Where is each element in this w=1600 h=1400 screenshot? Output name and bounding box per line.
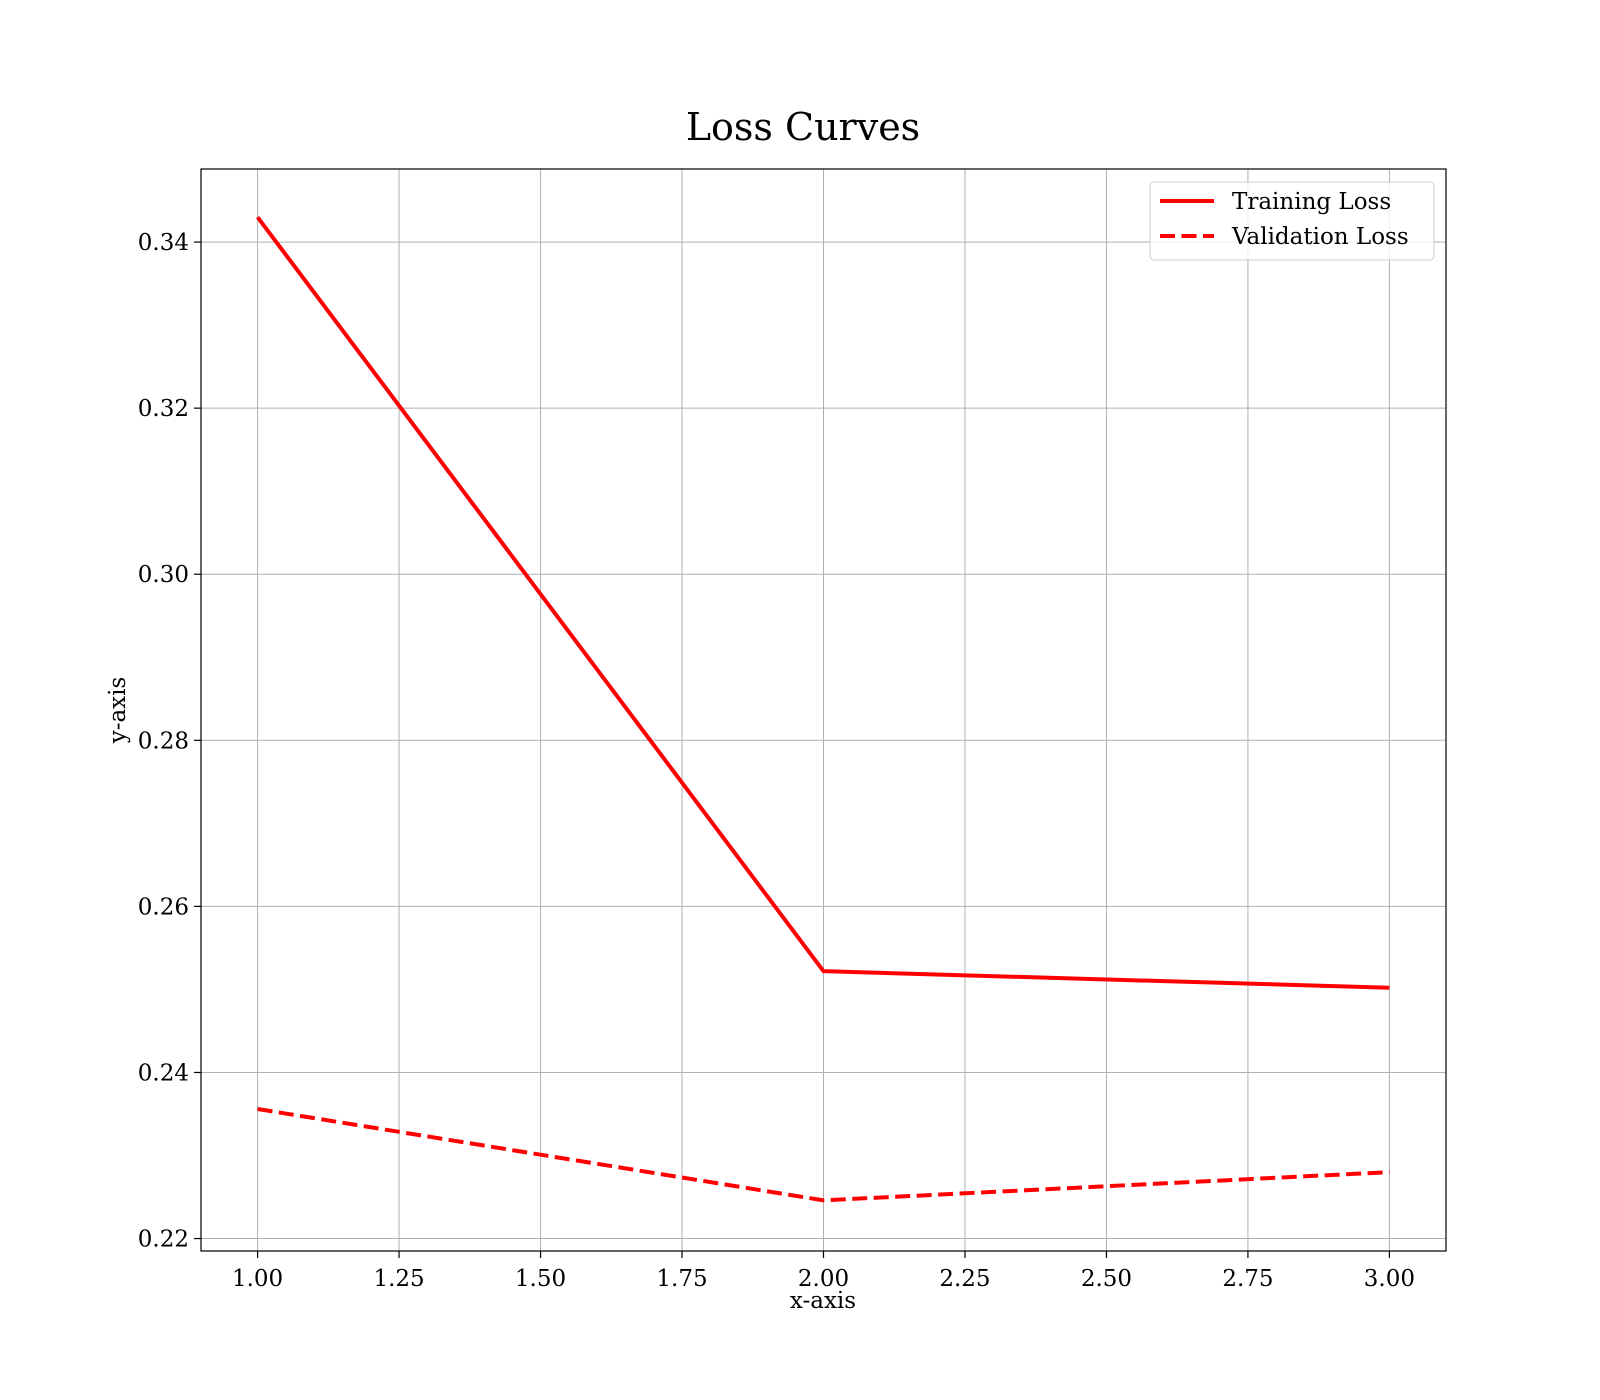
- y-tick-label: 0.24: [138, 1060, 189, 1086]
- x-axis-label: x-axis: [790, 1288, 856, 1314]
- x-tick-label: 2.75: [1222, 1266, 1273, 1292]
- x-tick-label: 1.00: [232, 1266, 283, 1292]
- y-tick-label: 0.34: [138, 230, 189, 256]
- grid-lines: [201, 169, 1446, 1251]
- x-tick-label: 2.00: [798, 1266, 849, 1292]
- x-tick-label: 2.25: [939, 1266, 990, 1292]
- legend-label: Validation Loss: [1231, 224, 1409, 250]
- y-axis-ticks: 0.22 0.24 0.26 0.28 0.30 0.32 0.34: [138, 230, 201, 1253]
- x-tick-label: 3.00: [1364, 1266, 1415, 1292]
- y-axis-label: y-axis: [105, 677, 131, 745]
- legend-label: Training Loss: [1232, 189, 1391, 215]
- x-axis-ticks: 1.00 1.25 1.50 1.75 2.00 2.25 2.50 2.75 3.00: [232, 1251, 1415, 1292]
- x-tick-label: 1.50: [515, 1266, 566, 1292]
- x-tick-label: 1.75: [656, 1266, 707, 1292]
- y-tick-label: 0.30: [138, 562, 189, 588]
- y-tick-label: 0.26: [138, 894, 189, 920]
- x-tick-label: 2.50: [1081, 1266, 1132, 1292]
- y-tick-label: 0.32: [138, 396, 189, 422]
- y-tick-label: 0.28: [138, 728, 189, 754]
- legend-box: [1149, 181, 1435, 261]
- series-lines: [255, 215, 1390, 1203]
- chart-title: Loss Curves: [686, 105, 920, 149]
- x-tick-label: 1.25: [373, 1266, 424, 1292]
- legend: Training Loss Validation Loss: [1149, 181, 1435, 261]
- y-tick-label: 0.22: [138, 1227, 189, 1253]
